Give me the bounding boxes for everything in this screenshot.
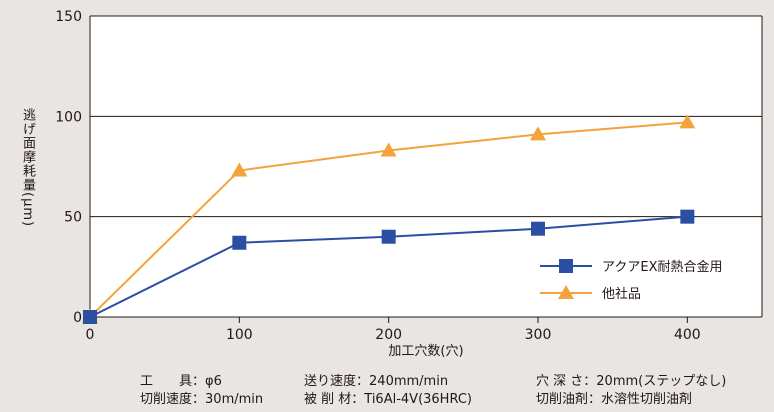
y-tick-label: 100 — [55, 109, 82, 125]
legend-label: アクアEX耐熱合金用 — [602, 259, 722, 275]
plot-background — [90, 16, 762, 317]
condition-cutting-speed-value: 30m/min — [205, 392, 264, 407]
data-point — [679, 114, 696, 129]
condition-material-label: 被 削 材 — [304, 392, 352, 407]
y-tick-label: 150 — [55, 9, 82, 25]
condition-depth-value: 20mm(ステップなし) — [596, 374, 727, 389]
data-point — [83, 310, 97, 324]
condition-depth: 穴 深 さ：20mm(ステップなし) — [536, 374, 727, 389]
condition-cutting-speed: 切削速度：30m/min — [140, 392, 264, 407]
x-tick-label: 300 — [525, 327, 552, 343]
condition-depth-label: 穴 深 さ — [536, 374, 584, 389]
data-point — [530, 126, 546, 141]
condition-tool-label: 工 具 — [140, 374, 193, 389]
y-axis-label: 逃げ面摩耗量(μm) — [20, 108, 35, 228]
data-point — [380, 142, 397, 157]
x-axis-label: 加工穴数(穴) — [388, 344, 463, 359]
legend-marker — [559, 259, 573, 273]
x-tick-label: 100 — [226, 327, 253, 343]
data-point — [381, 229, 396, 244]
condition-coolant-label: 切削油剤 — [536, 392, 589, 407]
data-point — [680, 209, 695, 224]
condition-feed-value: 240mm/min — [369, 374, 449, 389]
y-tick-label: 0 — [73, 310, 82, 326]
data-point — [231, 162, 248, 177]
condition-coolant-value: 水溶性切削油剤 — [601, 392, 693, 407]
condition-material-value: Ti6Al-4V(36HRC) — [364, 392, 472, 407]
data-point — [531, 221, 545, 236]
condition-tool: 工 具：φ6 — [140, 374, 222, 389]
condition-feed-label: 送り速度 — [304, 374, 357, 389]
data-point — [232, 235, 247, 250]
condition-coolant: 切削油剤：水溶性切削油剤 — [536, 392, 693, 407]
legend-marker — [558, 285, 574, 299]
condition-feed: 送り速度：240mm/min — [304, 374, 449, 389]
condition-cutting-speed-label: 切削速度 — [140, 392, 193, 407]
x-tick-label: 0 — [86, 327, 95, 343]
y-tick-label: 50 — [64, 210, 82, 226]
x-tick-label: 400 — [674, 327, 701, 343]
x-tick-label: 200 — [375, 327, 402, 343]
legend-label: 他社品 — [602, 286, 641, 302]
condition-tool-value: φ6 — [205, 374, 222, 389]
condition-material: 被 削 材：Ti6Al-4V(36HRC) — [304, 392, 472, 407]
